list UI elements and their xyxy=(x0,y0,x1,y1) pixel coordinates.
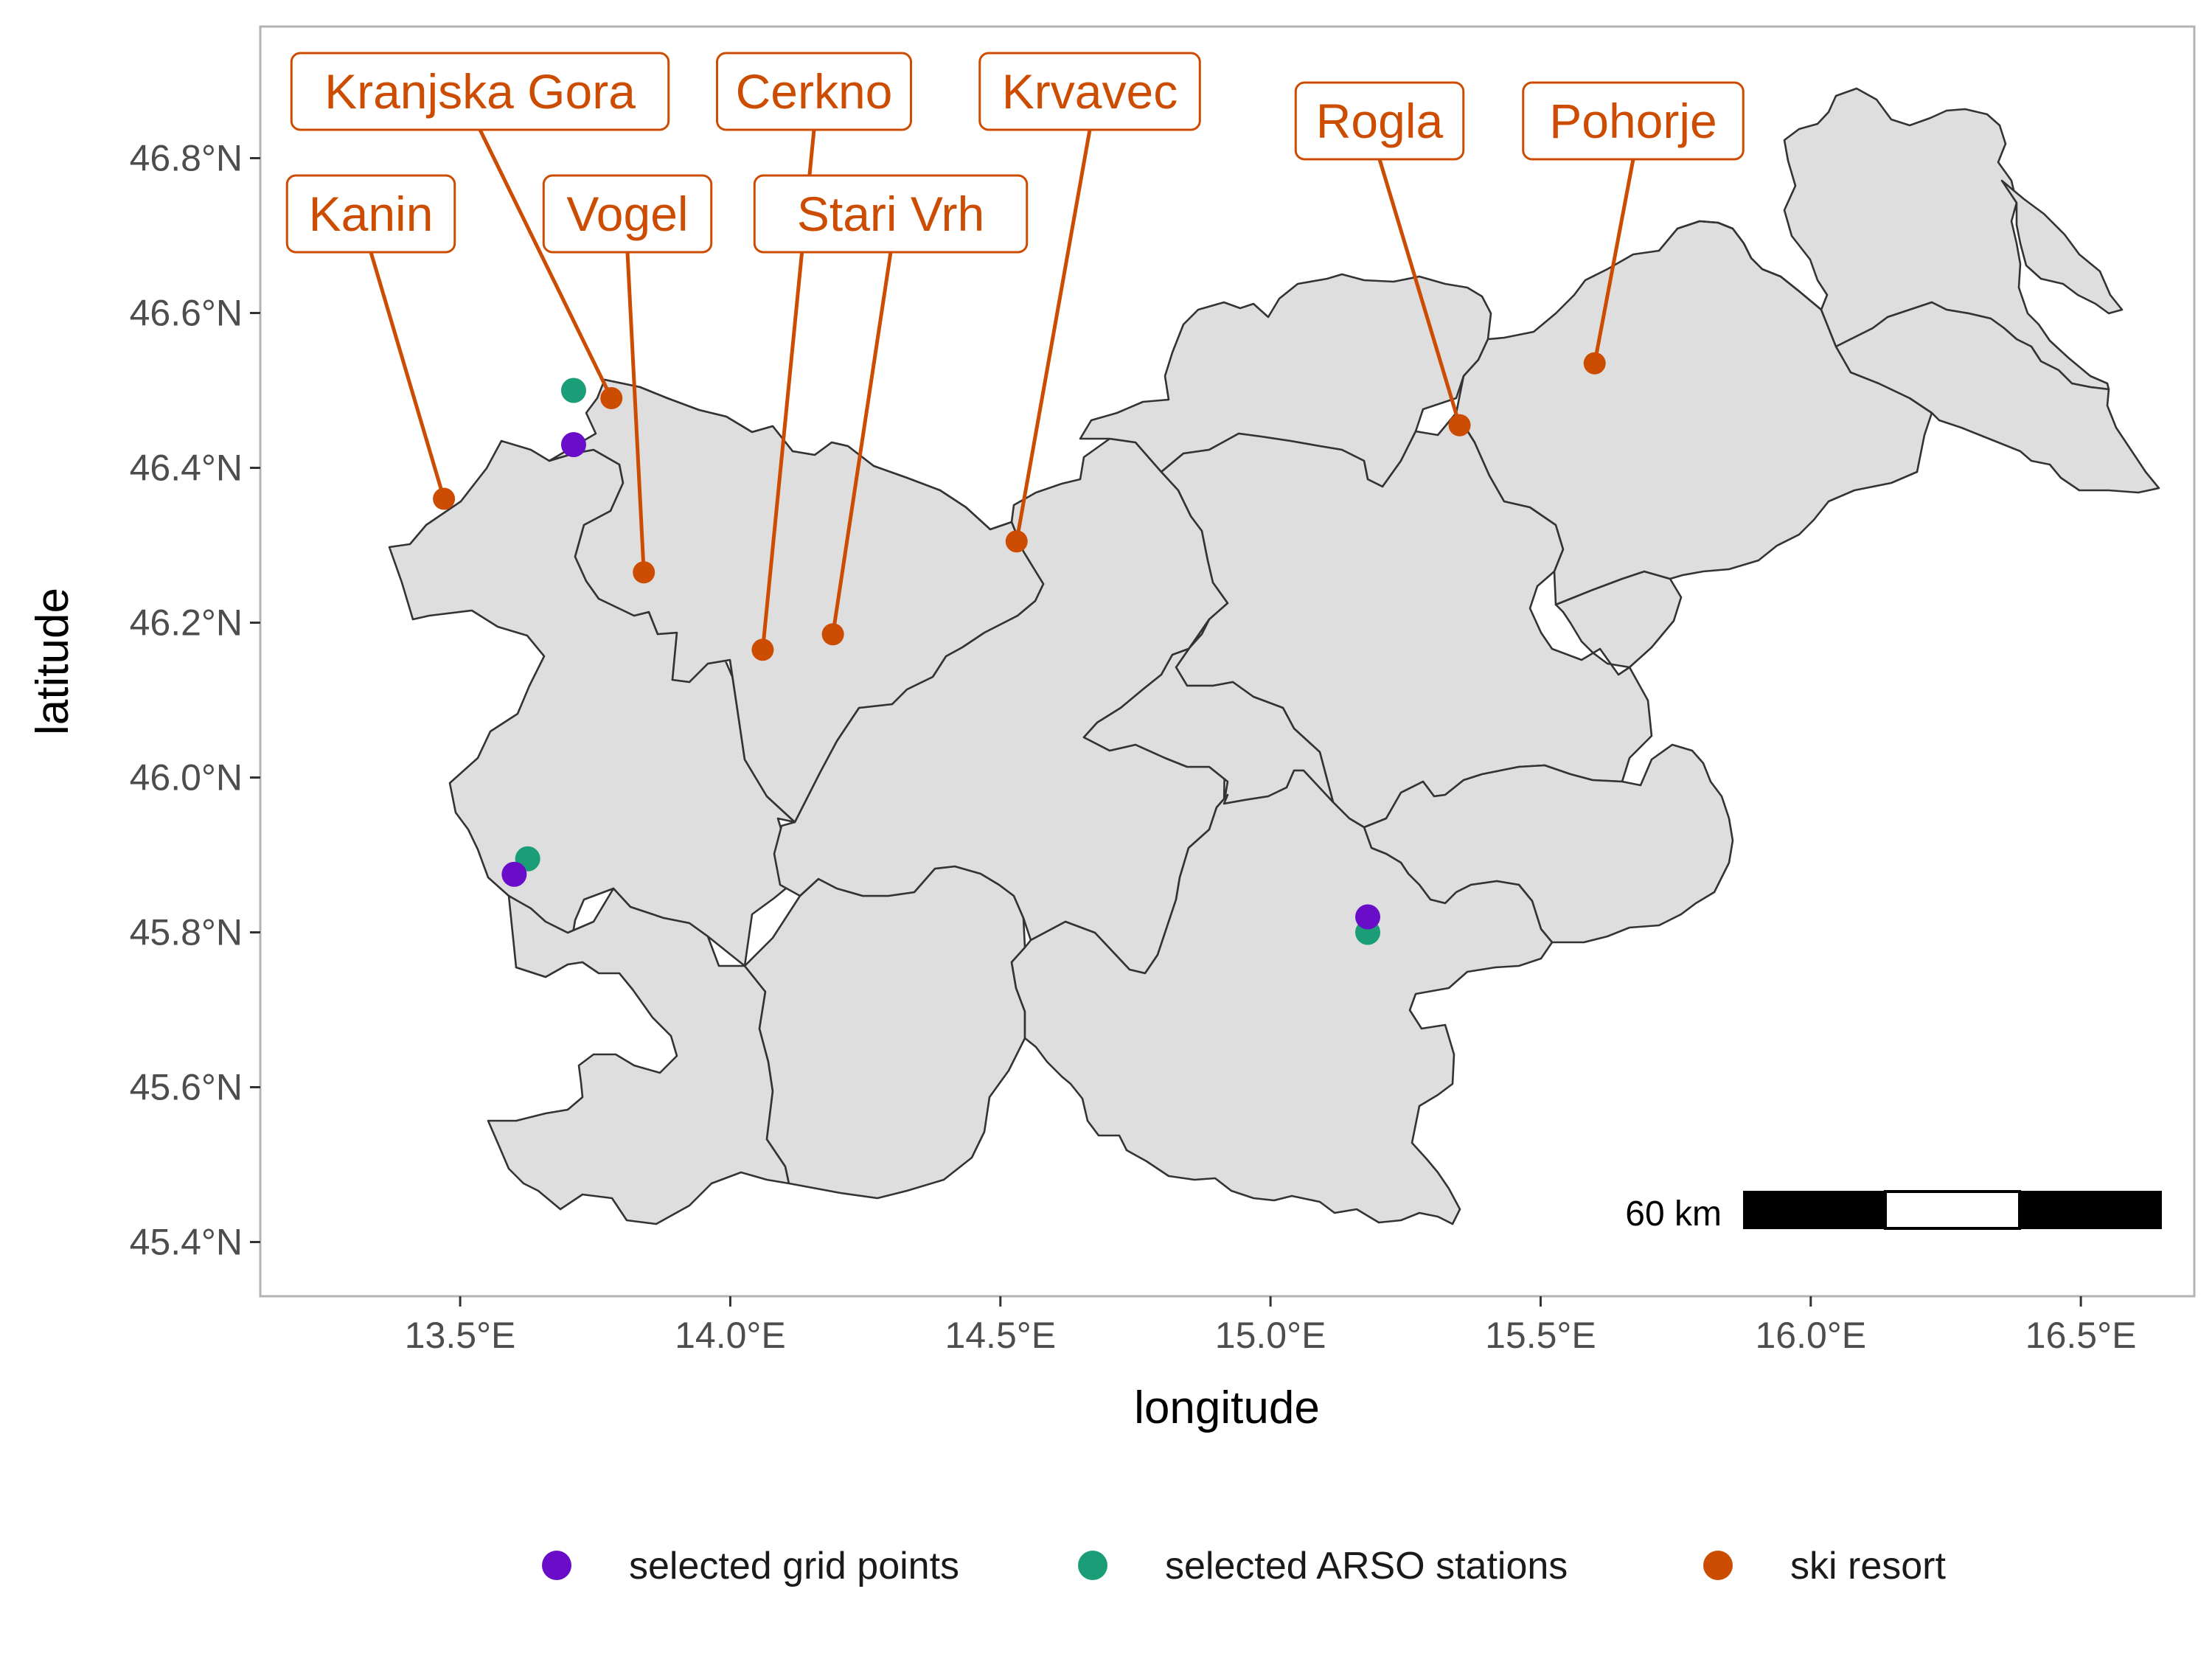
y-tick-label: 46.0°N xyxy=(130,757,243,799)
legend-key xyxy=(1703,1551,1733,1580)
ski-resort-point xyxy=(1583,352,1606,375)
ski-resort-leader xyxy=(1377,159,1461,426)
x-tick-label: 14.0°E xyxy=(675,1315,786,1356)
ski-resort-leader xyxy=(831,251,893,635)
ski-resort-label: Kanin xyxy=(309,187,434,241)
x-tick-label: 15.5°E xyxy=(1485,1315,1596,1356)
ski-resort-point xyxy=(1005,530,1028,553)
ski-resort-leader xyxy=(478,128,613,400)
ski-resort-point xyxy=(1448,414,1471,437)
y-tick-label: 45.8°N xyxy=(130,912,243,953)
ski-resort-label: Kranjska Gora xyxy=(324,64,636,119)
ski-resort-label: Cerkno xyxy=(736,64,893,119)
ski-resort-leader xyxy=(1593,159,1635,364)
legend-key xyxy=(542,1551,571,1580)
ski-resort-label-box xyxy=(716,52,912,131)
ski-resort-point xyxy=(751,639,774,661)
legend-label: selected grid points xyxy=(629,1545,959,1587)
ski-resort-label-box xyxy=(1522,81,1745,161)
y-tick-label: 45.6°N xyxy=(130,1067,243,1108)
ski-resort-label-box xyxy=(753,174,1029,254)
y-tick-label: 46.8°N xyxy=(130,138,243,179)
y-tick-label: 46.2°N xyxy=(130,602,243,644)
ski-resort-label: Stari Vrh xyxy=(797,187,984,241)
ski-resort-label: Rogla xyxy=(1316,94,1444,148)
region-polygons xyxy=(388,87,2160,1225)
ski-resort-label-box xyxy=(290,52,670,131)
legend-key xyxy=(1078,1551,1107,1580)
x-axis-title: longitude xyxy=(1134,1382,1320,1433)
legend-label: selected ARSO stations xyxy=(1165,1545,1568,1587)
scale-bar: 60 km xyxy=(1625,1190,2162,1234)
legend-label: ski resort xyxy=(1790,1545,1946,1587)
x-axis-ticks: 13.5°E 14.0°E 14.5°E 15.0°E 15.5°E 16.0°E 16.5… xyxy=(405,1296,2137,1356)
ski-resort-leader xyxy=(369,251,446,500)
map-points xyxy=(433,352,1606,945)
ski-resort-leader xyxy=(1015,129,1092,542)
ski-resort-labels: Kanin Kranjska Gora Vogel Cerkno Stari Vrh Kr… xyxy=(285,52,1745,254)
scale-bar-segment-1 xyxy=(1743,1191,1886,1229)
ski-resort-label-box xyxy=(1294,81,1465,161)
grid-point xyxy=(560,432,586,457)
x-tick-label: 13.5°E xyxy=(405,1315,516,1356)
ski-resort-label-box xyxy=(542,174,713,254)
y-axis-ticks: 45.4°N 45.6°N 45.8°N 46.0°N 46.2°N 46.4°N 46.6… xyxy=(130,138,260,1263)
ski-resort-point xyxy=(633,561,655,584)
ski-resort-leader xyxy=(625,251,646,573)
ski-resort-leader-lines xyxy=(369,128,1635,650)
y-tick-label: 46.4°N xyxy=(130,448,243,489)
ski-resort-point xyxy=(433,487,456,510)
arso-station-point xyxy=(560,378,586,403)
ski-resort-label: Krvavec xyxy=(1002,64,1178,119)
region-east xyxy=(1834,301,2160,494)
x-tick-label: 16.0°E xyxy=(1755,1315,1866,1356)
grid-point xyxy=(501,861,527,887)
ski-resort-label-box xyxy=(285,174,456,254)
region-east-tip xyxy=(2000,179,2124,315)
x-tick-label: 16.5°E xyxy=(2025,1315,2137,1356)
scale-bar-segment-2 xyxy=(1884,1190,2021,1230)
scale-bar-label: 60 km xyxy=(1625,1194,1722,1234)
legend: selected grid points selected ARSO statio… xyxy=(542,1545,1946,1587)
y-tick-label: 46.6°N xyxy=(130,293,243,334)
ski-resort-label: Vogel xyxy=(566,187,688,241)
scale-bar-segment-3 xyxy=(2019,1191,2162,1229)
ski-resort-point xyxy=(600,387,623,409)
x-tick-label: 14.5°E xyxy=(945,1315,1056,1356)
region-jugovzhodna xyxy=(1010,769,1554,1225)
y-axis-title: latitude xyxy=(27,588,78,735)
region-gorenjska xyxy=(548,378,1045,824)
y-tick-label: 45.4°N xyxy=(130,1222,243,1263)
ski-resort-point xyxy=(821,623,844,646)
x-tick-label: 15.0°E xyxy=(1215,1315,1326,1356)
ski-resort-label-box xyxy=(978,52,1201,131)
region-obalno-kraska xyxy=(487,887,790,1225)
ski-resort-label: Pohorje xyxy=(1549,94,1717,148)
grid-point xyxy=(1354,904,1380,930)
